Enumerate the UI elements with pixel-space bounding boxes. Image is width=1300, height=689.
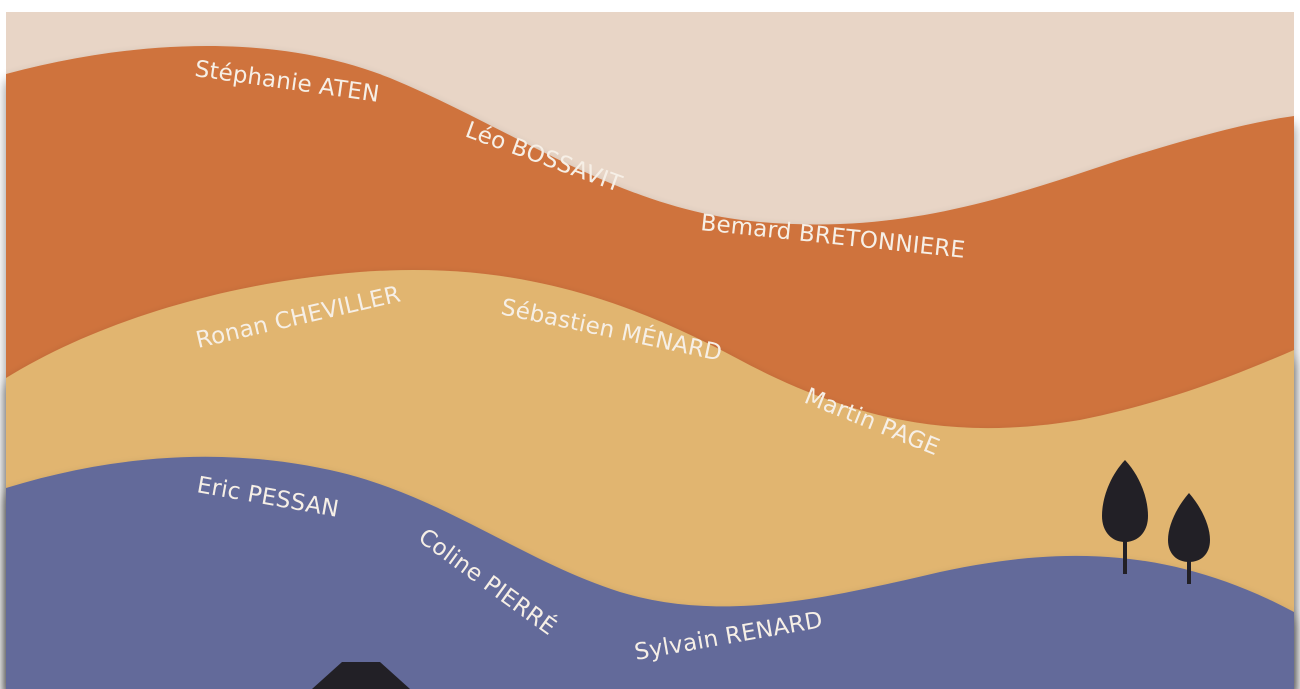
tree-left	[1102, 460, 1148, 574]
tree-right	[1168, 493, 1210, 584]
rooftop-shape	[312, 662, 410, 689]
blue-band	[6, 456, 1294, 689]
